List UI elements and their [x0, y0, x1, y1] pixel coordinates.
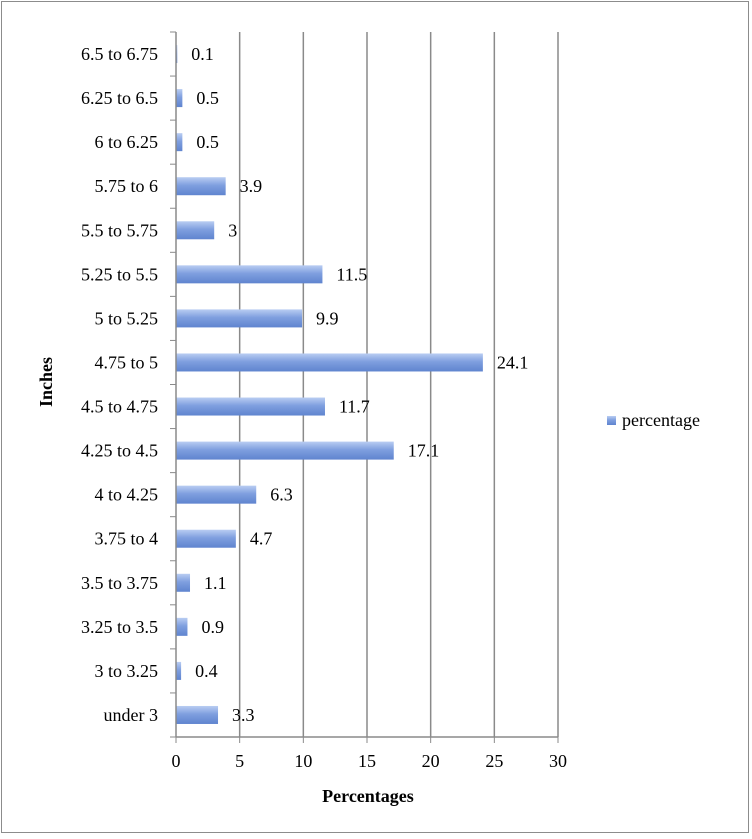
y-tick-label: 3.75 to 4	[94, 529, 158, 549]
y-tick-label: 4 to 4.25	[94, 485, 158, 505]
x-tick-label: 30	[549, 751, 567, 771]
y-tick-label: 5.75 to 6	[94, 176, 158, 196]
labels: 0 5 10 15 20 25 30 under 3 3.3 3 to 3.25 0.4 3.25 t…	[81, 44, 567, 771]
bars	[176, 45, 483, 724]
data-label: 6.3	[270, 485, 293, 505]
data-label: 0.5	[196, 88, 219, 108]
bar	[176, 309, 303, 328]
y-tick-label: 6.5 to 6.75	[81, 44, 158, 64]
bar	[176, 705, 219, 724]
data-label: 0.4	[195, 661, 218, 681]
y-tick-label: 5.5 to 5.75	[81, 220, 158, 240]
data-label: 0.1	[191, 44, 214, 64]
bar	[176, 133, 183, 152]
x-tick-label: 25	[485, 751, 503, 771]
x-tick-label: 0	[172, 751, 181, 771]
y-tick-label: 6 to 6.25	[94, 132, 158, 152]
bar	[176, 353, 483, 372]
y-axis-title: Inches	[36, 357, 56, 407]
data-label: 11.5	[336, 264, 367, 284]
y-tick-label: 3 to 3.25	[94, 661, 158, 681]
y-tick-label: 6.25 to 6.5	[81, 88, 158, 108]
x-tick-label: 5	[235, 751, 244, 771]
x-tick-label: 15	[358, 751, 376, 771]
y-tick-label: 4.5 to 4.75	[81, 397, 158, 417]
bar	[176, 617, 188, 636]
legend-swatch	[607, 416, 616, 425]
bar	[176, 89, 183, 108]
data-label: 3.9	[240, 176, 263, 196]
y-tick-label: 4.75 to 5	[94, 352, 158, 372]
bar	[176, 661, 182, 680]
data-label: 24.1	[497, 352, 528, 372]
y-tick-label: 4.25 to 4.5	[81, 441, 158, 461]
data-label: 17.1	[408, 441, 440, 461]
x-tick-label: 10	[294, 751, 312, 771]
y-tick-label: 3.5 to 3.75	[81, 573, 158, 593]
data-label: 0.9	[201, 617, 224, 637]
bar	[176, 573, 191, 592]
bar	[176, 265, 323, 284]
data-label: 3	[228, 220, 237, 240]
data-label: 9.9	[316, 308, 339, 328]
axes	[170, 31, 559, 743]
legend-label: percentage	[622, 410, 700, 430]
data-label: 1.1	[204, 573, 227, 593]
x-axis-title: Percentages	[322, 786, 414, 806]
y-tick-label: under 3	[104, 705, 158, 725]
legend: percentage	[607, 410, 700, 430]
data-label: 11.7	[339, 397, 370, 417]
x-tick-label: 20	[422, 751, 440, 771]
data-label: 3.3	[232, 705, 255, 725]
data-label: 4.7	[250, 529, 273, 549]
y-tick-label: 3.25 to 3.5	[81, 617, 158, 637]
y-tick-label: 5 to 5.25	[94, 308, 158, 328]
y-tick-label: 5.25 to 5.5	[81, 264, 158, 284]
data-label: 0.5	[196, 132, 219, 152]
bar	[176, 221, 215, 240]
bar	[176, 485, 257, 504]
bar	[176, 441, 394, 460]
bar	[176, 177, 226, 196]
gridlines	[238, 32, 559, 737]
bar	[176, 529, 236, 548]
bar	[176, 397, 325, 416]
